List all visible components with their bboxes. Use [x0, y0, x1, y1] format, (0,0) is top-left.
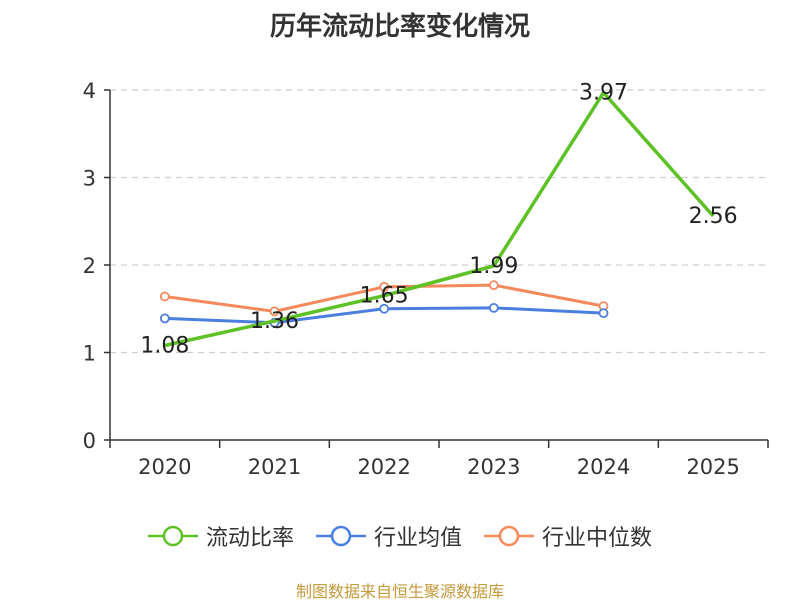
y-tick-label: 3: [83, 167, 96, 191]
y-tick-label: 4: [83, 79, 96, 103]
x-tick-label: 2021: [248, 455, 301, 479]
legend-label: 流动比率: [206, 520, 294, 552]
legend-item[interactable]: 行业均值: [316, 520, 462, 552]
data-label: 1.36: [250, 309, 299, 334]
data-point: [600, 309, 608, 317]
data-label: 2.56: [689, 204, 738, 229]
y-tick-label: 1: [83, 342, 96, 366]
data-label: 3.97: [579, 81, 628, 106]
x-tick-label: 2020: [138, 455, 191, 479]
legend-label: 行业中位数: [542, 520, 652, 552]
legend-item[interactable]: 流动比率: [148, 520, 294, 552]
data-point: [490, 281, 498, 289]
x-tick-label: 2022: [357, 455, 410, 479]
legend-line-circle-icon: [484, 524, 534, 548]
legend-label: 行业均值: [374, 520, 462, 552]
x-tick-label: 2023: [467, 455, 520, 479]
data-point: [161, 293, 169, 301]
data-source-note: 制图数据来自恒生聚源数据库: [0, 578, 800, 602]
data-label: 1.08: [140, 334, 189, 359]
x-tick-label: 2024: [577, 455, 630, 479]
data-label: 1.99: [469, 254, 518, 279]
legend: 流动比率 行业均值 行业中位数: [0, 520, 800, 552]
legend-line-circle-icon: [316, 524, 366, 548]
legend-item[interactable]: 行业中位数: [484, 520, 652, 552]
legend-line-circle-icon: [148, 524, 198, 548]
x-tick-label: 2025: [686, 455, 739, 479]
data-point: [490, 304, 498, 312]
data-point: [161, 314, 169, 322]
data-label: 1.65: [360, 284, 409, 309]
y-tick-label: 0: [83, 429, 96, 453]
y-tick-label: 2: [83, 254, 96, 278]
